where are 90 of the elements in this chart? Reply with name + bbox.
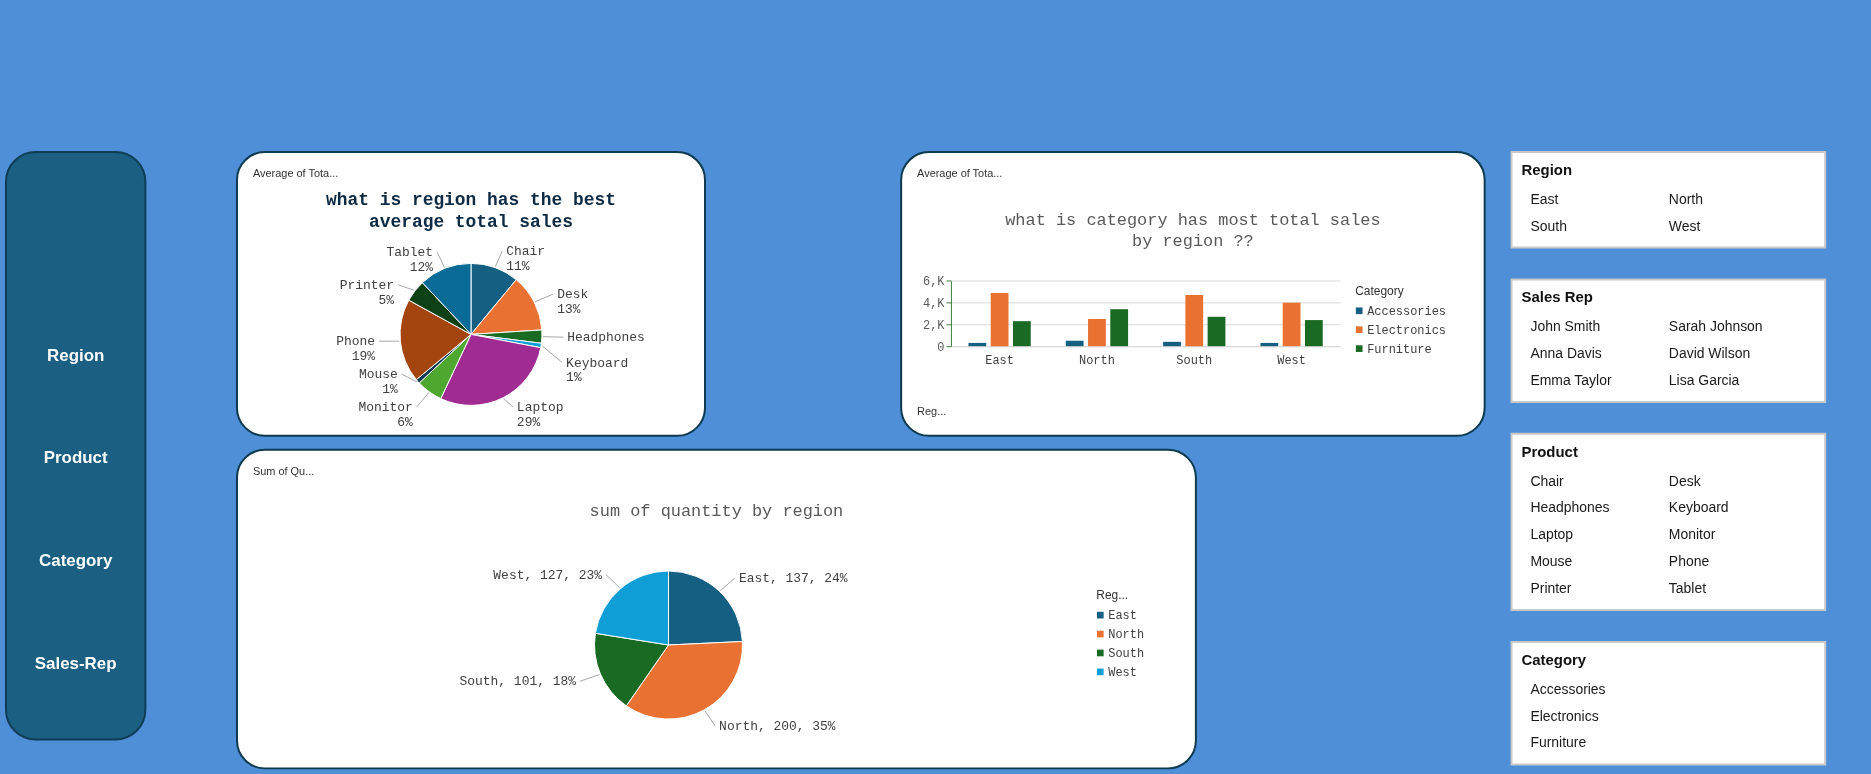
text: Anna Davis: [1530, 345, 1602, 362]
chart-title: what is category has most total sales by region ??: [1005, 210, 1381, 251]
text: Laptop: [1530, 526, 1574, 543]
text: Accessories: [1530, 680, 1606, 697]
data-label: South, 101, 18%: [459, 674, 577, 690]
text: Headphones: [1530, 499, 1610, 516]
text: Average of Tota...: [252, 166, 339, 179]
x-tick-label: South: [1176, 353, 1213, 368]
y-tick-label: 4,K: [922, 297, 946, 312]
legend-label: Furniture: [1367, 342, 1432, 357]
text: Chair: [1530, 472, 1565, 489]
x-tick-label: East: [985, 353, 1014, 368]
slice-label: Mouse: [358, 367, 398, 383]
slice-label: Chair: [506, 243, 546, 259]
text: North: [1668, 190, 1703, 207]
text: John Smith: [1530, 318, 1601, 335]
x-tick-label: North: [1079, 353, 1115, 368]
slice-label: Laptop: [516, 399, 564, 415]
legend-label: Accessories: [1367, 304, 1446, 319]
bar: [1185, 295, 1204, 347]
data-label: 19%: [351, 349, 376, 365]
slice-label: Desk: [557, 287, 589, 303]
legend-label: Electronics: [1367, 323, 1446, 338]
bar: [1163, 341, 1181, 347]
legend-label: West: [1108, 665, 1137, 680]
text: Sales Rep: [1521, 288, 1593, 306]
text: Product: [43, 448, 108, 468]
bar: [1088, 318, 1106, 347]
text: Desk: [1668, 472, 1701, 489]
text: Monitor: [1668, 526, 1716, 543]
data-label: East, 137, 24%: [738, 571, 848, 587]
bar: [1282, 302, 1301, 347]
data-label: 1%: [382, 381, 399, 397]
y-tick-label: 2,K: [922, 318, 946, 333]
slice-label: Tablet: [386, 244, 434, 260]
text: Region: [47, 345, 105, 365]
text: Category: [39, 551, 113, 571]
text: Printer: [1530, 580, 1572, 597]
bar: [968, 342, 987, 347]
legend-label: South: [1108, 646, 1145, 661]
text: Sum of Qu...: [252, 464, 315, 477]
data-label: North, 200, 35%: [719, 718, 836, 734]
text: Mouse: [1530, 553, 1573, 570]
bar: [1012, 321, 1031, 347]
bar: [1260, 342, 1279, 347]
bar: [1110, 309, 1129, 347]
text: Sales-Rep: [34, 654, 117, 674]
bar: [1304, 320, 1323, 347]
slice-label: Printer: [339, 277, 395, 293]
text: Lisa Garcia: [1668, 372, 1740, 389]
text: Furniture: [1530, 734, 1587, 751]
text: Product: [1521, 442, 1578, 460]
text: Sarah Johnson: [1668, 318, 1763, 335]
text: West: [1668, 217, 1701, 234]
data-label: 11%: [506, 258, 530, 274]
text: Category: [1521, 650, 1587, 668]
data-label: 29%: [516, 414, 541, 430]
chart-title: sum of quantity by region: [589, 502, 844, 522]
x-tick-label: West: [1277, 353, 1306, 368]
data-label: 6%: [397, 414, 413, 430]
slice-label: Headphones: [567, 330, 645, 346]
legend-label: North: [1108, 628, 1145, 643]
bar: [990, 292, 1009, 347]
bar: [1065, 340, 1084, 347]
data-label: 13%: [557, 302, 581, 318]
text: Electronics: [1530, 707, 1599, 724]
text: Emma Taylor: [1530, 372, 1612, 389]
text: Tablet: [1668, 580, 1707, 597]
text: Reg...: [917, 404, 947, 417]
text: South: [1530, 217, 1567, 234]
data-label: 12%: [409, 259, 434, 275]
legend-title: Category: [1355, 283, 1404, 298]
slice-label: Monitor: [358, 399, 413, 415]
text: Phone: [1668, 553, 1710, 570]
slice-label: Phone: [336, 334, 376, 350]
text: Keyboard: [1668, 499, 1729, 516]
data-label: West, 127, 23%: [493, 567, 603, 583]
text: David Wilson: [1668, 345, 1751, 362]
text: Region: [1521, 160, 1573, 178]
chart-title: what is region has the best average total sales: [325, 189, 617, 233]
legend-label: East: [1108, 609, 1137, 624]
text: Average of Tota...: [917, 166, 1003, 179]
text: East: [1530, 190, 1559, 207]
slice-label: Keyboard: [566, 355, 629, 371]
data-label: 5%: [378, 292, 395, 308]
y-tick-label: 6,K: [922, 275, 946, 290]
y-tick-label: 0: [937, 340, 945, 355]
bar: [1207, 316, 1226, 347]
legend-title: Reg...: [1096, 588, 1129, 603]
data-label: 1%: [566, 370, 582, 386]
